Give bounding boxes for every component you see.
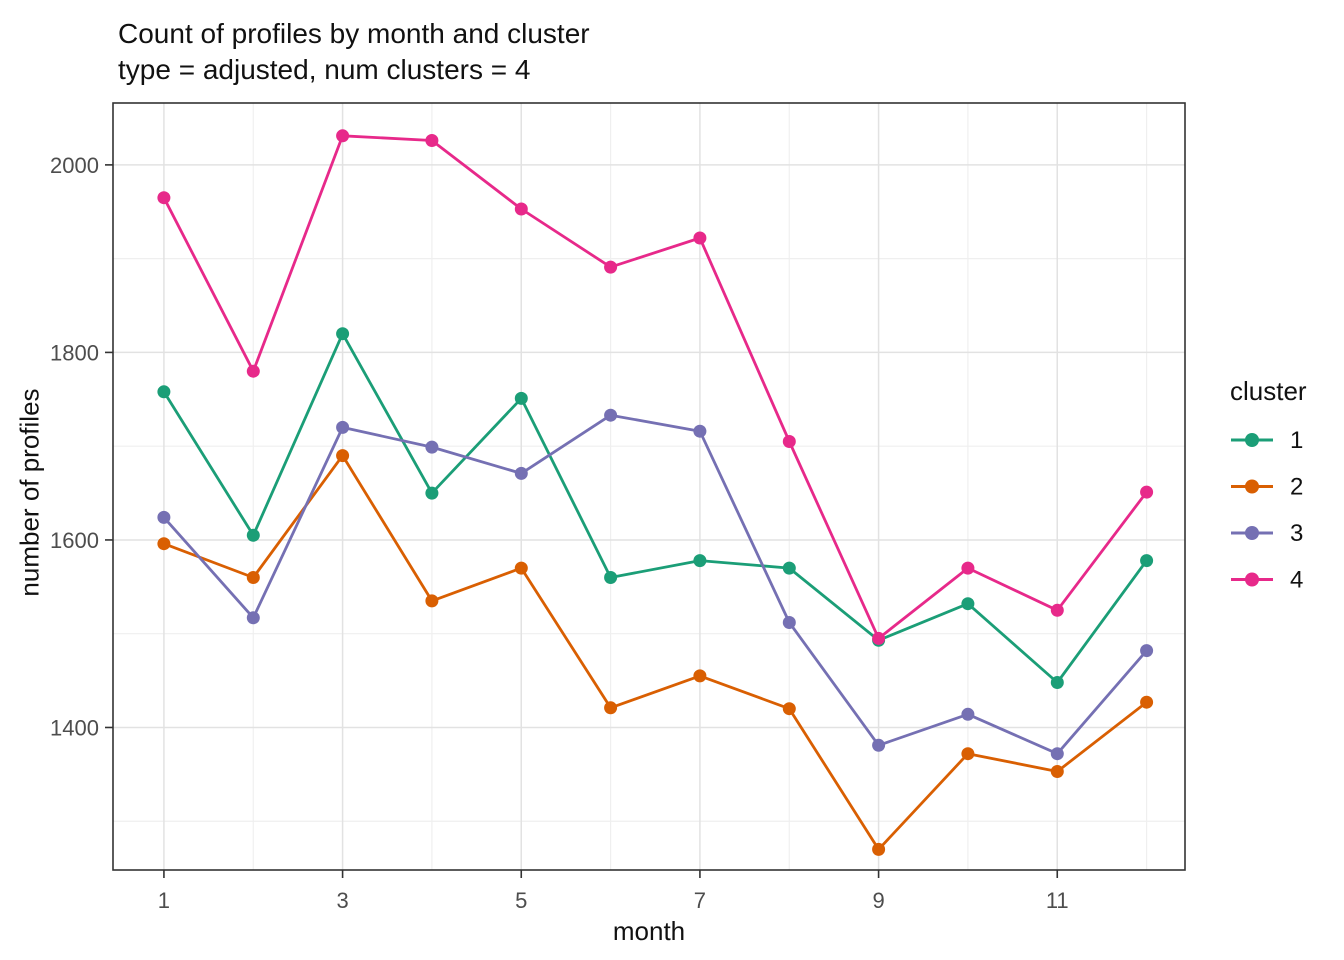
y-axis-title: number of profiles [14, 388, 45, 597]
data-point-cluster-3 [514, 466, 528, 480]
plot-title: Count of profiles by month and cluster [118, 18, 590, 49]
data-point-cluster-3 [782, 616, 796, 629]
data-point-cluster-4 [961, 561, 975, 575]
x-tick-label: 9 [872, 888, 884, 913]
data-point-cluster-4 [425, 134, 439, 147]
data-point-cluster-2 [961, 747, 975, 761]
data-point-cluster-1 [693, 554, 707, 568]
data-point-cluster-3 [1050, 747, 1064, 761]
y-tick-label: 1800 [50, 340, 99, 365]
data-point-cluster-1 [336, 327, 350, 341]
data-point-cluster-4 [604, 260, 618, 274]
legend-title: cluster [1230, 376, 1307, 406]
data-point-cluster-4 [157, 191, 171, 205]
data-point-cluster-1 [514, 391, 528, 405]
data-point-cluster-2 [425, 594, 439, 608]
data-point-cluster-4 [872, 631, 886, 645]
x-axis-title: month [612, 916, 686, 946]
legend-key-point-cluster-4 [1245, 572, 1259, 587]
data-point-cluster-4 [336, 129, 350, 143]
data-point-cluster-3 [157, 510, 171, 524]
data-point-cluster-2 [336, 449, 350, 463]
data-point-cluster-1 [604, 571, 618, 584]
data-point-cluster-3 [961, 707, 975, 721]
panel-border [112, 102, 1186, 871]
data-point-cluster-2 [604, 701, 618, 715]
data-point-cluster-2 [514, 561, 528, 575]
data-point-cluster-4 [1140, 485, 1154, 499]
data-point-cluster-3 [425, 440, 439, 454]
plot-subtitle: type = adjusted, num clusters = 4 [118, 54, 531, 85]
y-tick-label: 2000 [50, 153, 99, 178]
legend-label-cluster-3: 3 [1290, 520, 1303, 547]
data-point-cluster-1 [246, 528, 260, 542]
series-line-cluster-3 [162, 413, 1148, 756]
data-point-cluster-2 [246, 571, 260, 584]
y-tick-label: 1400 [50, 715, 99, 740]
data-point-cluster-3 [604, 408, 618, 422]
legend-label-cluster-1: 1 [1290, 427, 1303, 454]
legend-label-cluster-4: 4 [1290, 567, 1303, 594]
data-point-cluster-1 [782, 561, 796, 575]
data-point-cluster-3 [1140, 644, 1154, 658]
x-tick-label: 1 [158, 888, 170, 913]
data-point-cluster-3 [336, 420, 350, 434]
legend-key-point-cluster-2 [1245, 479, 1259, 494]
data-point-cluster-4 [782, 435, 796, 448]
x-tick-label: 7 [694, 888, 706, 913]
x-tick-label: 3 [336, 888, 348, 913]
data-point-cluster-3 [872, 738, 886, 752]
data-point-cluster-3 [693, 424, 707, 438]
x-tick-label: 11 [1046, 888, 1069, 913]
data-point-cluster-4 [246, 364, 260, 378]
data-point-cluster-1 [1050, 676, 1064, 689]
data-point-cluster-2 [1140, 695, 1154, 709]
data-point-cluster-2 [782, 702, 796, 716]
data-point-cluster-1 [1140, 554, 1154, 568]
data-point-cluster-1 [425, 486, 439, 500]
data-point-cluster-1 [961, 597, 975, 611]
y-tick-label: 1600 [50, 528, 99, 553]
data-point-cluster-2 [157, 537, 171, 551]
series-line-cluster-4 [162, 134, 1148, 640]
data-point-cluster-2 [693, 669, 707, 683]
data-point-cluster-4 [693, 231, 707, 245]
title-block: Count of profiles by month and cluster t… [118, 16, 590, 88]
legend-key-point-cluster-1 [1245, 433, 1259, 447]
panel-background [113, 103, 1185, 870]
series-line-cluster-1 [162, 332, 1148, 684]
data-point-cluster-4 [514, 202, 528, 216]
data-point-cluster-3 [246, 611, 260, 625]
legend-key-point-cluster-3 [1245, 526, 1259, 540]
series-line-cluster-2 [162, 454, 1148, 851]
data-point-cluster-2 [872, 842, 886, 856]
legend-label-cluster-2: 2 [1290, 474, 1303, 501]
data-point-cluster-1 [157, 385, 171, 399]
x-tick-label: 5 [515, 888, 527, 913]
data-point-cluster-2 [1050, 765, 1064, 778]
data-point-cluster-4 [1050, 603, 1064, 617]
